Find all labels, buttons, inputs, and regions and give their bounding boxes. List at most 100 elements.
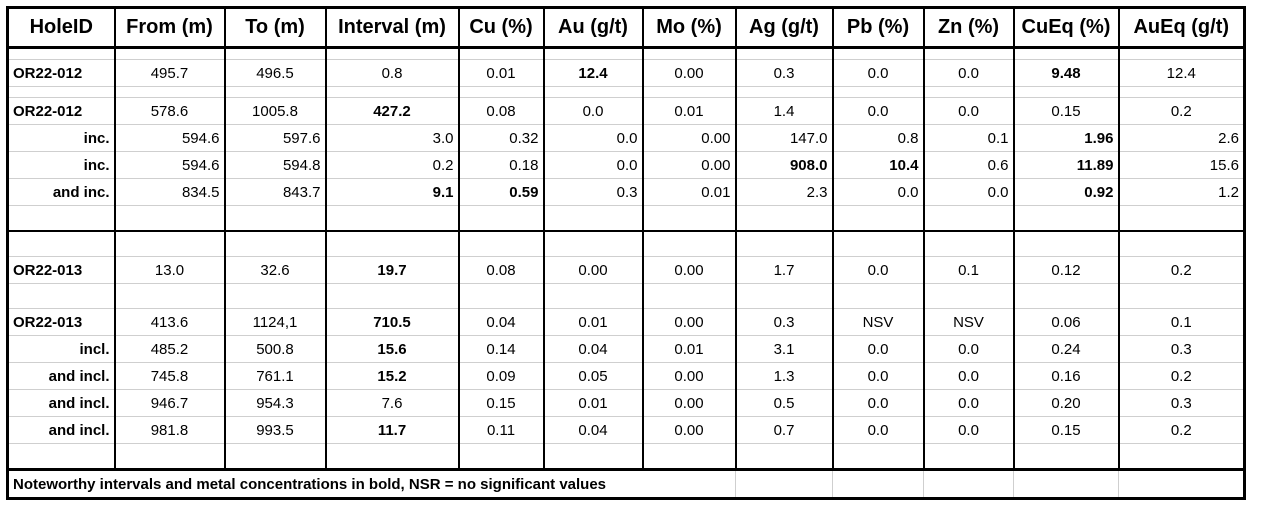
aueq-cell: 0.1 bbox=[1118, 308, 1246, 336]
cu-cell: 0.09 bbox=[458, 362, 545, 390]
interval-cell: 19.7 bbox=[325, 256, 460, 284]
mo-cell: 0.00 bbox=[642, 151, 737, 179]
col-header-cu: Cu (%) bbox=[457, 7, 545, 49]
spacer-row bbox=[7, 47, 1246, 60]
ag-cell: 2.3 bbox=[735, 178, 834, 206]
interval-cell: 427.2 bbox=[325, 97, 460, 125]
table-row: and incl. 745.8 761.1 15.2 0.09 0.05 0.0… bbox=[7, 362, 1246, 390]
pb-cell: 0.0 bbox=[832, 178, 925, 206]
pb-cell: 0.0 bbox=[832, 416, 925, 444]
aueq-cell: 1.2 bbox=[1118, 178, 1246, 206]
cu-cell: 0.18 bbox=[458, 151, 545, 179]
mo-cell: 0.01 bbox=[642, 97, 737, 125]
mo-cell: 0.00 bbox=[642, 59, 737, 87]
footnote-text: Noteworthy intervals and metal concentra… bbox=[7, 468, 736, 499]
zn-cell: 0.0 bbox=[923, 59, 1015, 87]
zn-cell: 0.0 bbox=[923, 389, 1015, 417]
au-cell: 0.0 bbox=[543, 124, 644, 152]
cu-cell: 0.14 bbox=[458, 335, 545, 363]
spacer-row bbox=[7, 443, 1246, 470]
hole-id-cell: OR22-013 bbox=[7, 308, 116, 336]
to-cell: 761.1 bbox=[224, 362, 327, 390]
aueq-cell: 0.2 bbox=[1118, 256, 1246, 284]
col-header-interval: Interval (m) bbox=[324, 7, 460, 49]
hole-id-cell: OR22-012 bbox=[7, 59, 116, 87]
from-cell: 834.5 bbox=[114, 178, 226, 206]
zn-cell: 0.0 bbox=[923, 362, 1015, 390]
zn-cell: 0.0 bbox=[923, 178, 1015, 206]
au-cell: 0.3 bbox=[543, 178, 644, 206]
pb-cell: 10.4 bbox=[832, 151, 925, 179]
interval-cell: 7.6 bbox=[325, 389, 460, 417]
cueq-cell: 0.24 bbox=[1013, 335, 1120, 363]
hole-id-cell: and incl. bbox=[7, 362, 116, 390]
from-cell: 578.6 bbox=[114, 97, 226, 125]
table-row: and incl. 981.8 993.5 11.7 0.11 0.04 0.0… bbox=[7, 416, 1246, 444]
cueq-cell: 1.96 bbox=[1013, 124, 1120, 152]
interval-cell: 15.6 bbox=[325, 335, 460, 363]
spacer-row bbox=[7, 205, 1246, 232]
cu-cell: 0.08 bbox=[458, 97, 545, 125]
to-cell: 843.7 bbox=[224, 178, 327, 206]
au-cell: 12.4 bbox=[543, 59, 644, 87]
pb-cell: 0.0 bbox=[832, 389, 925, 417]
ag-cell: 0.3 bbox=[735, 308, 834, 336]
cueq-cell: 0.06 bbox=[1013, 308, 1120, 336]
to-cell: 993.5 bbox=[224, 416, 327, 444]
interval-cell: 15.2 bbox=[325, 362, 460, 390]
au-cell: 0.00 bbox=[543, 256, 644, 284]
aueq-cell: 15.6 bbox=[1118, 151, 1246, 179]
mo-cell: 0.00 bbox=[642, 124, 737, 152]
table-row: OR22-012 495.7 496.5 0.8 0.01 12.4 0.00 … bbox=[7, 59, 1246, 87]
footnote-row: Noteworthy intervals and metal concentra… bbox=[7, 468, 1245, 499]
ag-cell: 1.4 bbox=[735, 97, 834, 125]
ag-cell: 1.3 bbox=[735, 362, 834, 390]
from-cell: 594.6 bbox=[114, 151, 226, 179]
zn-cell: NSV bbox=[923, 308, 1015, 336]
aueq-cell: 12.4 bbox=[1118, 59, 1246, 87]
to-cell: 954.3 bbox=[224, 389, 327, 417]
to-cell: 597.6 bbox=[224, 124, 327, 152]
pb-cell: 0.0 bbox=[832, 97, 925, 125]
hole-id-cell: inc. bbox=[7, 124, 116, 152]
ag-cell: 0.3 bbox=[735, 59, 834, 87]
cu-cell: 0.01 bbox=[458, 59, 545, 87]
hole-id-cell: and inc. bbox=[7, 178, 116, 206]
aueq-cell: 0.2 bbox=[1118, 97, 1246, 125]
from-cell: 946.7 bbox=[114, 389, 226, 417]
cu-cell: 0.11 bbox=[458, 416, 545, 444]
mo-cell: 0.00 bbox=[642, 389, 737, 417]
au-cell: 0.05 bbox=[543, 362, 644, 390]
to-cell: 1005.8 bbox=[224, 97, 327, 125]
to-cell: 500.8 bbox=[224, 335, 327, 363]
interval-cell: 9.1 bbox=[325, 178, 460, 206]
aueq-cell: 0.2 bbox=[1118, 416, 1246, 444]
hole-id-cell: inc. bbox=[7, 151, 116, 179]
cueq-cell: 0.15 bbox=[1013, 97, 1120, 125]
col-header-ag: Ag (g/t) bbox=[734, 7, 834, 49]
zn-cell: 0.1 bbox=[923, 256, 1015, 284]
col-header-from: From (m) bbox=[113, 7, 226, 49]
to-cell: 1124,1 bbox=[224, 308, 327, 336]
mo-cell: 0.01 bbox=[642, 178, 737, 206]
table-row: OR22-012 578.6 1005.8 427.2 0.08 0.0 0.0… bbox=[7, 97, 1246, 125]
pb-cell: 0.0 bbox=[832, 59, 925, 87]
zn-cell: 0.0 bbox=[923, 335, 1015, 363]
zn-cell: 0.0 bbox=[923, 97, 1015, 125]
zn-cell: 0.1 bbox=[923, 124, 1015, 152]
ag-cell: 1.7 bbox=[735, 256, 834, 284]
table-row: inc. 594.6 594.8 0.2 0.18 0.0 0.00 908.0… bbox=[7, 151, 1246, 179]
from-cell: 981.8 bbox=[114, 416, 226, 444]
assay-results-table: HoleID From (m) To (m) Interval (m) Cu (… bbox=[6, 6, 1246, 500]
cueq-cell: 0.12 bbox=[1013, 256, 1120, 284]
from-cell: 485.2 bbox=[114, 335, 226, 363]
cu-cell: 0.04 bbox=[458, 308, 545, 336]
cu-cell: 0.15 bbox=[458, 389, 545, 417]
col-header-zn: Zn (%) bbox=[922, 7, 1015, 49]
cueq-cell: 11.89 bbox=[1013, 151, 1120, 179]
col-header-pb: Pb (%) bbox=[831, 7, 925, 49]
cueq-cell: 0.15 bbox=[1013, 416, 1120, 444]
ag-cell: 0.5 bbox=[735, 389, 834, 417]
pb-cell: 0.0 bbox=[832, 362, 925, 390]
pb-cell: 0.0 bbox=[832, 256, 925, 284]
